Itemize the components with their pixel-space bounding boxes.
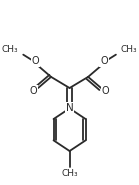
Text: CH₃: CH₃ bbox=[61, 169, 78, 178]
Text: O: O bbox=[32, 56, 39, 66]
Text: CH₃: CH₃ bbox=[121, 45, 137, 54]
Text: N: N bbox=[66, 103, 73, 113]
Text: O: O bbox=[102, 86, 110, 96]
Text: O: O bbox=[100, 56, 108, 66]
Text: CH₃: CH₃ bbox=[2, 45, 19, 54]
Text: O: O bbox=[30, 86, 37, 96]
